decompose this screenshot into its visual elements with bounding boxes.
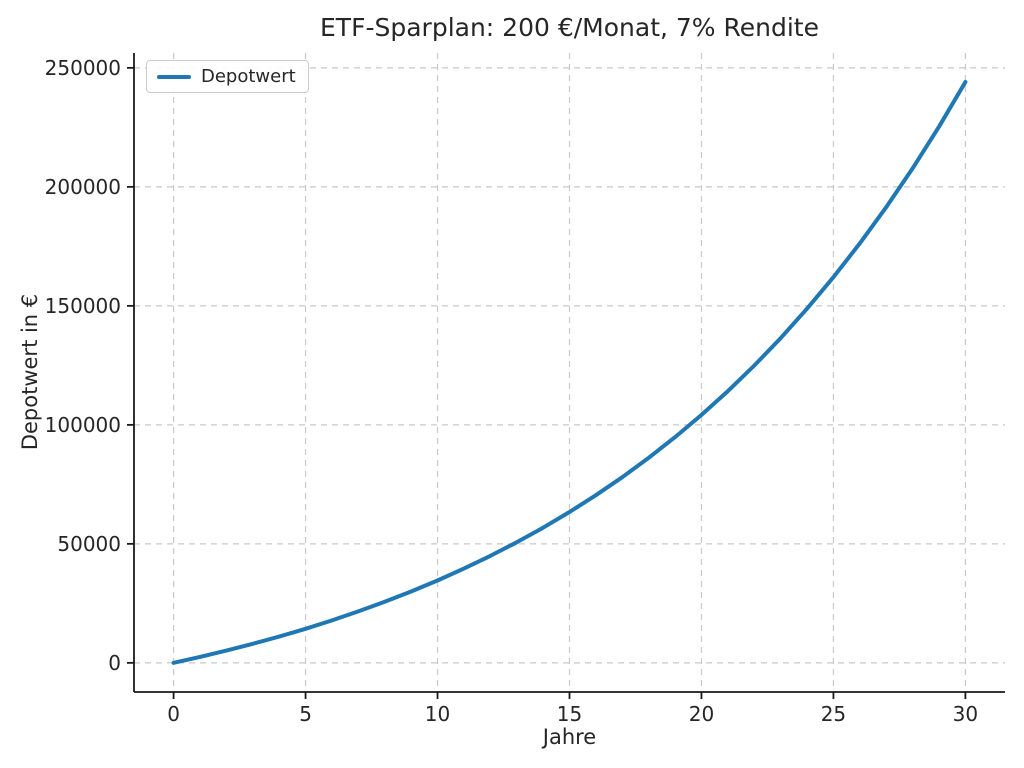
legend: Depotwert: [146, 60, 309, 93]
y-tick-label: 250000: [45, 56, 121, 80]
y-tick-label: 200000: [45, 175, 121, 199]
tick-labels: 0 5 10 15 20 25 30 0 50000 100000 150000 200000 2500…: [45, 56, 978, 726]
x-tick-label: 0: [167, 702, 180, 726]
chart-title: ETF-Sparplan: 200 €/Monat, 7% Rendite: [320, 13, 819, 42]
x-tick-label: 5: [299, 702, 312, 726]
legend-label: Depotwert: [201, 66, 296, 87]
y-tick-label: 0: [108, 651, 121, 675]
series-lines: [171, 80, 968, 665]
x-axis-label: Jahre: [542, 725, 597, 749]
y-axis-label: Depotwert in €: [18, 293, 42, 451]
x-tick-label: 15: [557, 702, 582, 726]
tick-marks: [127, 66, 967, 699]
x-tick-label: 30: [953, 702, 978, 726]
y-tick-label: 150000: [45, 294, 121, 318]
depotwert-line: [171, 80, 968, 665]
x-tick-label: 10: [425, 702, 450, 726]
y-tick-label: 50000: [57, 532, 121, 556]
grid-lines: [134, 53, 1005, 692]
x-tick-label: 25: [821, 702, 846, 726]
legend-line-swatch: [157, 74, 191, 79]
x-tick-label: 20: [689, 702, 714, 726]
y-tick-label: 100000: [45, 413, 121, 437]
